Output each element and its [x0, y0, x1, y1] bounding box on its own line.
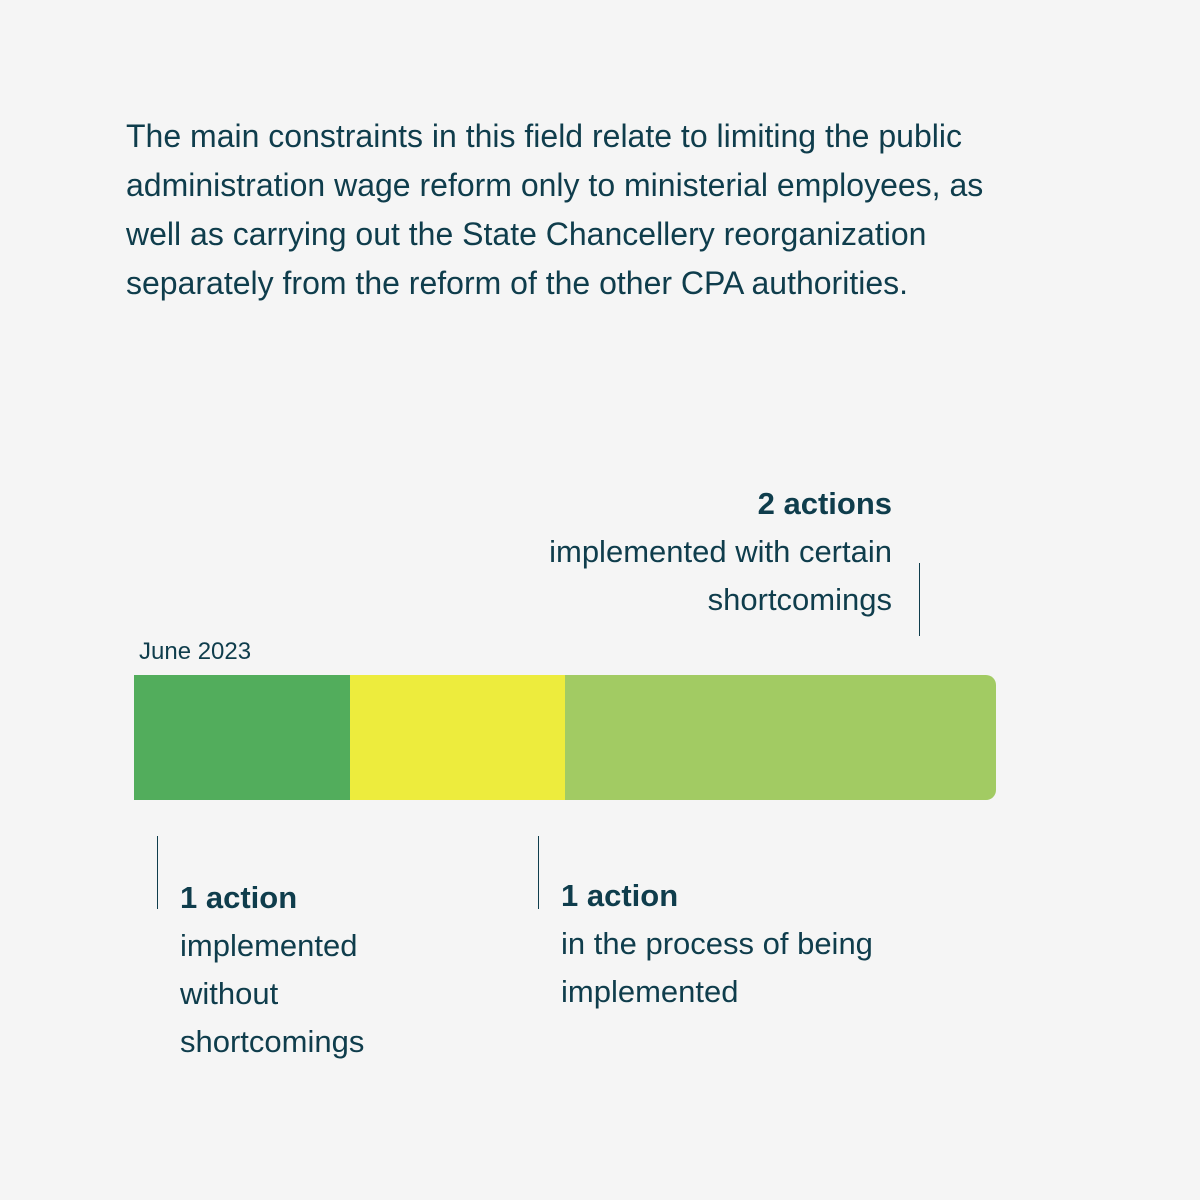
callout-tick-in-process — [538, 836, 539, 909]
callout-count: 2 actions — [757, 486, 892, 521]
callout-tick-with-shortcomings — [919, 563, 920, 636]
segment-implemented-with-shortcomings — [565, 675, 996, 800]
callout-count: 1 action — [180, 880, 298, 915]
callout-count: 1 action — [561, 878, 679, 913]
callout-in-process: 1 action in the process of being impleme… — [561, 872, 881, 1016]
callout-description: implemented without shortcomings — [180, 928, 365, 1059]
segment-in-process — [349, 675, 565, 800]
segment-implemented-without-shortcomings — [134, 675, 350, 800]
callout-tick-without-shortcomings — [157, 836, 158, 909]
callout-without-shortcomings: 1 action implemented without shortcoming… — [180, 874, 440, 1066]
stacked-bar — [134, 675, 996, 800]
callout-description: in the process of being implemented — [561, 926, 873, 1009]
callout-description: implemented with certain shortcomings — [549, 534, 892, 617]
period-label: June 2023 — [139, 638, 252, 665]
callout-with-shortcomings: 2 actions implemented with certain short… — [542, 480, 892, 624]
intro-paragraph: The main constraints in this field relat… — [126, 118, 984, 301]
